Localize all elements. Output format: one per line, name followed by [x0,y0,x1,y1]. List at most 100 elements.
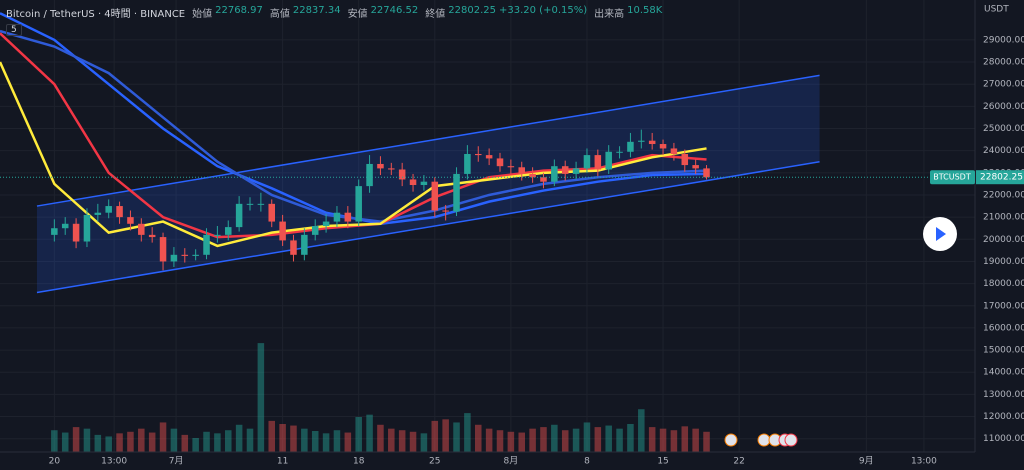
candle-body [540,177,547,182]
channel-fill [36,75,820,293]
volume-bar [344,432,352,452]
x-tick-label: 18 [353,457,365,467]
candle-body [246,203,254,205]
volume-bar [420,433,428,452]
candle-body [105,206,112,213]
candle-body [518,167,525,174]
ohlc-value: 22746.52 [370,5,419,16]
volume-bar [159,422,167,452]
volume-bar [464,413,471,452]
candle-body [159,237,167,262]
volume-bar [192,438,199,452]
volume-bar [170,428,178,452]
indicator-toggle[interactable]: 5 [6,24,22,36]
volume-bar [181,434,189,452]
volume-bar [431,420,439,452]
ohlc-label: 終値 [425,9,446,20]
volume-bar [703,431,710,452]
x-tick-label: 11 [277,457,288,467]
candle-body [692,165,699,169]
symbol: Bitcoin / TetherUS · 4時間 · BINANCE [6,9,186,20]
candle-body [214,234,221,236]
candle-body [551,166,558,182]
volume-bar [475,424,482,452]
candle-body [485,155,493,159]
candle-body [170,254,178,262]
volume-bar [225,430,232,452]
volume-bar [83,428,91,452]
play-icon[interactable] [936,227,946,241]
event-icons[interactable] [724,433,798,447]
volume-bar [116,433,123,452]
candle-body [507,166,515,168]
candle-body [366,163,373,187]
volume-bar [94,434,102,452]
change: +33.20 (+0.15%) [499,5,588,16]
volume-bar [377,424,384,452]
y-tick-label: 19000.00 [983,257,1024,267]
volume-bar [583,422,591,452]
candle-body [561,166,569,174]
candle-body [138,223,145,235]
candle-body [638,140,645,142]
ohlc-label: 始値 [192,9,213,20]
volume-bar [529,428,536,452]
x-tick-label: 13:00 [911,457,937,467]
moving-average [0,61,707,248]
x-tick-label: 7月 [169,456,184,467]
y-tick-label: 21000.00 [983,213,1024,223]
x-tick-label: 9月 [859,456,874,467]
candle-body [72,223,80,242]
candle-body [529,173,536,178]
ohlc-value: 22802.25 [448,5,496,16]
volume-bar [398,430,406,452]
volume-bar [692,428,699,452]
ohlc-label: 安値 [347,9,368,20]
y-tick-label: 15000.00 [983,346,1024,356]
volume-bar [355,417,362,452]
candle-body [420,181,428,186]
candle-body [116,206,123,218]
volume-bar [616,428,623,452]
header: Bitcoin / TetherUS · 4時間 · BINANCE 始値 227… [6,5,662,20]
y-tick-label: 11000.00 [983,434,1024,444]
price-tag-value: 22802.25 [980,173,1023,183]
volume-bar [333,430,341,452]
x-tick-label: 8月 [504,456,519,467]
volume-bar [485,428,493,452]
candle-body [355,186,362,222]
volume-bar [279,424,286,452]
candle-body [51,228,58,235]
volume-bar [246,428,254,452]
x-tick-label: 8 [584,457,590,467]
price-tag-box [976,170,1024,185]
candle-body [398,169,406,180]
volume-bar [388,428,395,452]
candle-body [703,168,710,178]
candle-body [192,254,199,256]
volume-bar [496,430,504,452]
volume-bar [127,431,134,452]
volume-bar [51,430,58,452]
x-tick-label: 13:00 [101,457,127,467]
volume-value: 10.58K [627,5,663,16]
volume-bar [453,422,460,452]
price-axis [975,0,1024,470]
volume-bar [540,427,547,452]
candle-body [377,163,384,169]
candle-body [301,234,308,255]
volume-bar [268,420,275,452]
y-tick-label: 25000.00 [983,124,1024,134]
price-tag-symbol: BTCUSDT [933,173,971,182]
volume-bar [61,432,69,452]
y-tick-label: 17000.00 [983,301,1024,311]
y-tick-label: 16000.00 [983,323,1024,333]
y-tick-label: 13000.00 [983,390,1024,400]
candle-body [605,151,612,170]
x-tick-label: 15 [657,457,668,467]
volume-bar [648,427,656,452]
channel-line [36,74,820,207]
x-tick-label: 22 [733,457,744,467]
volume-bar [235,424,243,452]
volume-label: 出来高 [594,9,625,20]
